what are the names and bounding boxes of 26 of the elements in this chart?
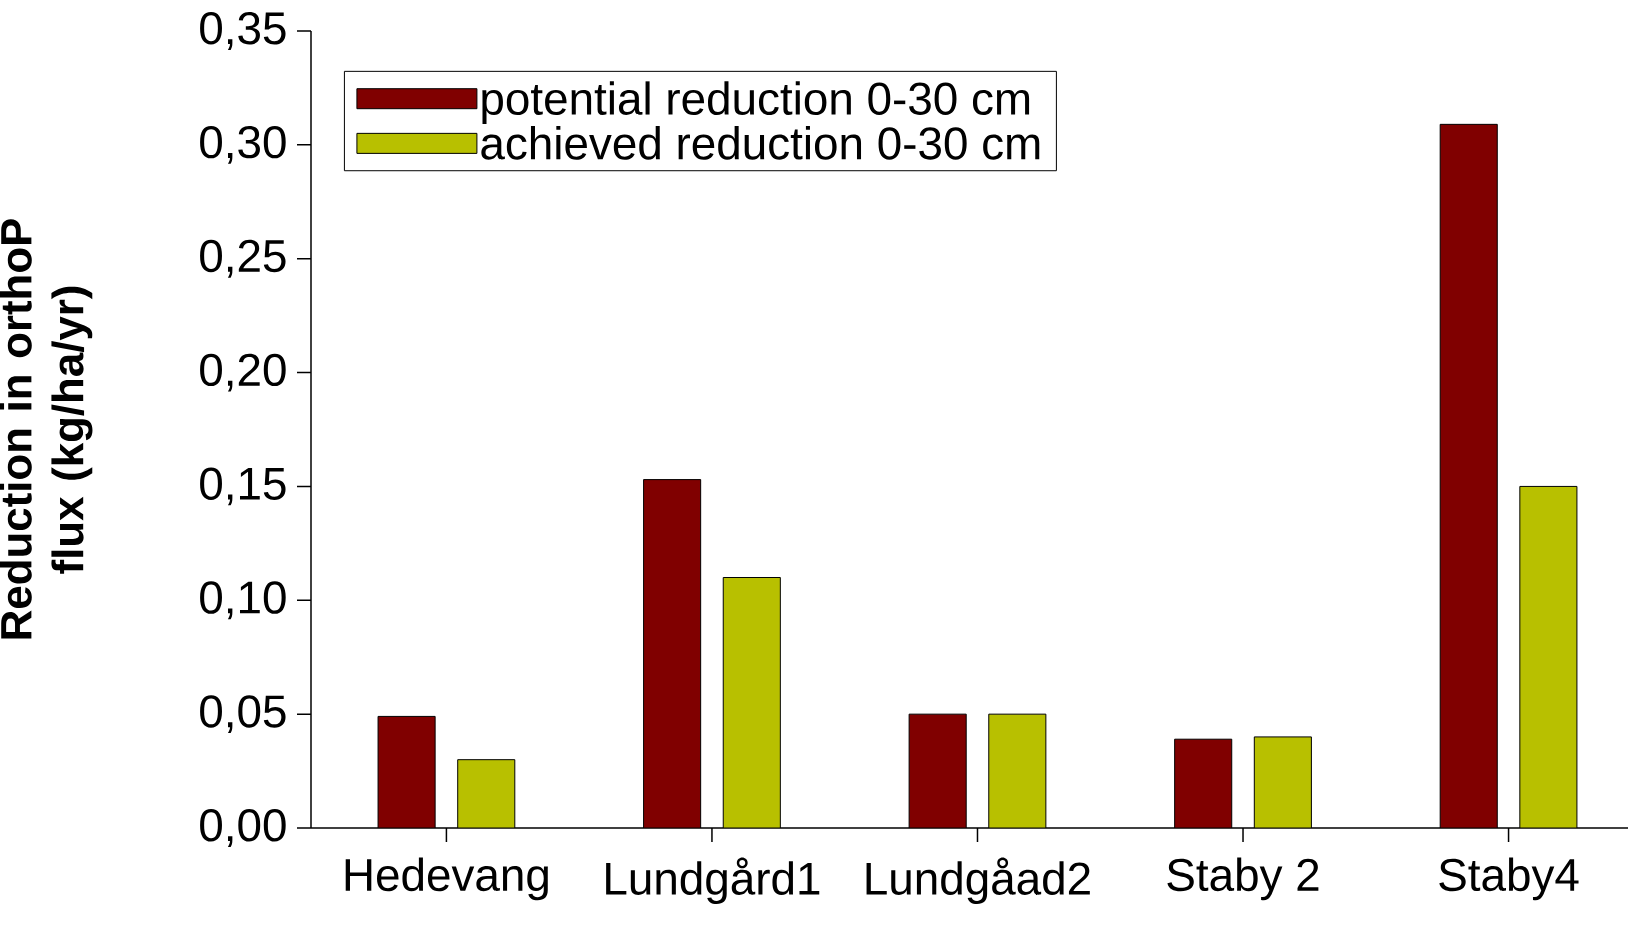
legend-label: achieved reduction 0-30 cm (481, 126, 1040, 160)
x-tick-label: Staby4 (1439, 857, 1579, 901)
x-tick-label: Lundgård1 (606, 857, 820, 904)
bar (457, 759, 516, 828)
bar (722, 577, 781, 828)
bar (643, 479, 702, 828)
y-tick-label: 0,00 (200, 809, 286, 847)
bar (377, 715, 436, 828)
x-tick-label: Hedevang (345, 857, 548, 901)
bar (988, 713, 1047, 828)
x-tick-label: Staby 2 (1167, 857, 1319, 901)
bar (1439, 123, 1498, 828)
bar (1253, 736, 1312, 828)
y-tick-label: 0,30 (200, 125, 286, 164)
y-tick-label: 0,20 (200, 353, 286, 392)
y-tick-label: 0,10 (200, 581, 286, 620)
y-tick-label: 0,15 (200, 467, 286, 506)
y-tick-label: 0,05 (200, 695, 286, 734)
legend-label: potential reduction 0-30 cm (482, 81, 1030, 125)
y-axis-title: Reduction in orthoP flux (kg/ha/yr) (0, 219, 93, 639)
bar (908, 713, 967, 828)
y-tick-label: 0,25 (200, 239, 286, 278)
x-tick-label: Lundgåad2 (866, 857, 1090, 904)
bar (1519, 485, 1578, 828)
y-tick-label: 0,35 (200, 12, 286, 50)
bar (1174, 738, 1233, 828)
